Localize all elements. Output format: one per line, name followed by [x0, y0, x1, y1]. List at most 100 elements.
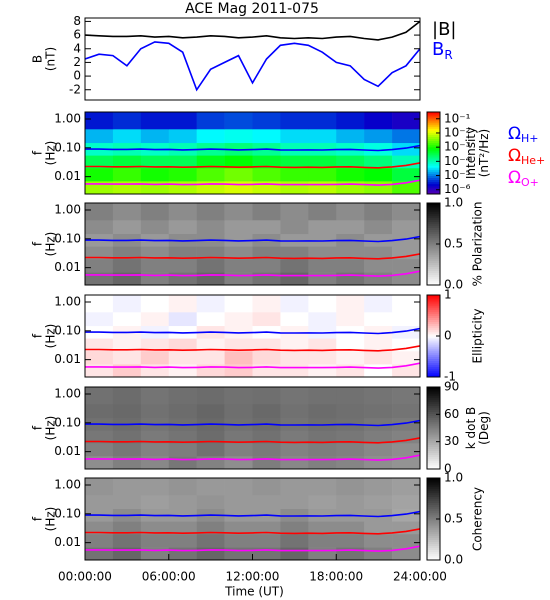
- heat-cell: [280, 478, 309, 496]
- y-tick-label: 0.01: [54, 444, 81, 458]
- heat-cell: [280, 112, 309, 130]
- heat-cell: [364, 456, 393, 469]
- cyclotron-line: [85, 235, 420, 243]
- colorbar-cell: [427, 272, 440, 276]
- heat-cell: [168, 246, 197, 260]
- heat-cell: [224, 547, 253, 560]
- heat-cell: [364, 181, 393, 194]
- x-tick-label: 12:00:00: [226, 570, 280, 584]
- colorbar-cell: [427, 438, 440, 441]
- heat-cell: [364, 387, 393, 405]
- colorbar-cell: [427, 387, 440, 390]
- colorbar-cell: [427, 413, 440, 417]
- cyclotron-line: [85, 270, 420, 277]
- heat-cell: [196, 128, 225, 144]
- heat-cell: [280, 494, 309, 510]
- colorbar-cell: [427, 278, 440, 282]
- heat-cell: [140, 456, 170, 469]
- colorbar-cell: [427, 358, 440, 361]
- colorbar-frame: [426, 111, 441, 195]
- cyclotron-line: [85, 327, 420, 335]
- heat-cell: [364, 350, 393, 365]
- heat-cell: [364, 142, 393, 156]
- heat-cell: [364, 325, 393, 339]
- colorbar-cell: [427, 352, 440, 355]
- colorbar-label: Intensity: [464, 127, 478, 179]
- heat-cell: [336, 155, 365, 169]
- heat-cell: [224, 350, 253, 365]
- heat-cell: [280, 128, 309, 144]
- colorbar-cell: [427, 217, 440, 220]
- heat-cell: [336, 403, 365, 419]
- colorbar-cell: [427, 189, 440, 193]
- colorbar-cell: [427, 494, 440, 497]
- heat-cell: [308, 128, 337, 144]
- colorbar-label: k dot B: [464, 407, 478, 449]
- colorbar-cell: [427, 411, 440, 415]
- heat-cell: [392, 311, 420, 327]
- colorbar-cell: [427, 171, 440, 174]
- heat-cell: [336, 521, 365, 535]
- heat-cell: [85, 547, 114, 560]
- colorbar-cell: [427, 374, 440, 378]
- colorbar-cell: [427, 395, 440, 398]
- heat-cell: [196, 181, 225, 194]
- heat-cell: [392, 233, 420, 247]
- colorbar-tick-label: 10⁻⁵: [444, 168, 471, 182]
- colorbar-cell: [427, 428, 440, 431]
- heat-cell: [224, 181, 253, 194]
- heat-cell: [112, 547, 142, 560]
- heat-cell: [392, 295, 420, 313]
- heat-cell: [392, 203, 420, 221]
- heat-cell: [308, 258, 337, 273]
- heat-cell: [140, 338, 170, 352]
- colorbar-cell: [427, 344, 440, 347]
- y-axis-label: (Hz): [44, 324, 58, 349]
- colorbar-cell: [427, 454, 440, 458]
- heat-cell: [140, 547, 170, 560]
- heat-cell: [280, 155, 309, 169]
- heat-cell: [140, 521, 170, 535]
- colorbar-cell: [427, 274, 440, 278]
- heat-cell: [168, 442, 197, 457]
- heat-cell: [85, 128, 114, 144]
- heat-cell: [308, 311, 337, 327]
- colorbar-cell: [427, 258, 440, 261]
- heat-cell: [280, 430, 309, 444]
- colorbar-cell: [427, 244, 440, 247]
- heat-cell: [364, 364, 393, 377]
- heat-cell: [112, 258, 142, 273]
- heat-cell: [224, 155, 253, 169]
- heat-cell: [392, 494, 420, 510]
- colorbar-cell: [427, 187, 440, 191]
- colorbar-cell: [427, 450, 440, 453]
- colorbar-cell: [427, 307, 440, 310]
- heat-cell: [280, 142, 309, 156]
- colorbar-cell: [427, 510, 440, 514]
- y-axis-label: f: [31, 425, 45, 430]
- colorbar-cell: [427, 434, 440, 437]
- heat-cell: [252, 246, 281, 260]
- heat-cell: [168, 403, 197, 419]
- heat-cell: [112, 442, 142, 457]
- heat-cell: [196, 387, 225, 405]
- heat-cell: [85, 387, 114, 405]
- heat-cell: [196, 311, 225, 327]
- colorbar-cell: [427, 492, 440, 495]
- colorbar-cell: [427, 342, 440, 345]
- heat-cell: [364, 272, 393, 285]
- heat-cell: [196, 338, 225, 352]
- colorbar-cell: [427, 165, 440, 168]
- heat-cell: [336, 338, 365, 352]
- colorbar-cell: [427, 155, 440, 158]
- heat-cell: [224, 403, 253, 419]
- heat-cell: [196, 246, 225, 260]
- legend-subscript: H+: [521, 132, 539, 145]
- colorbar-cell: [427, 464, 440, 468]
- heat-cell: [168, 272, 197, 285]
- heat-cell: [336, 533, 365, 548]
- heat-cell: [168, 478, 197, 496]
- colorbar-cell: [427, 134, 440, 137]
- colorbar-cell: [427, 364, 440, 368]
